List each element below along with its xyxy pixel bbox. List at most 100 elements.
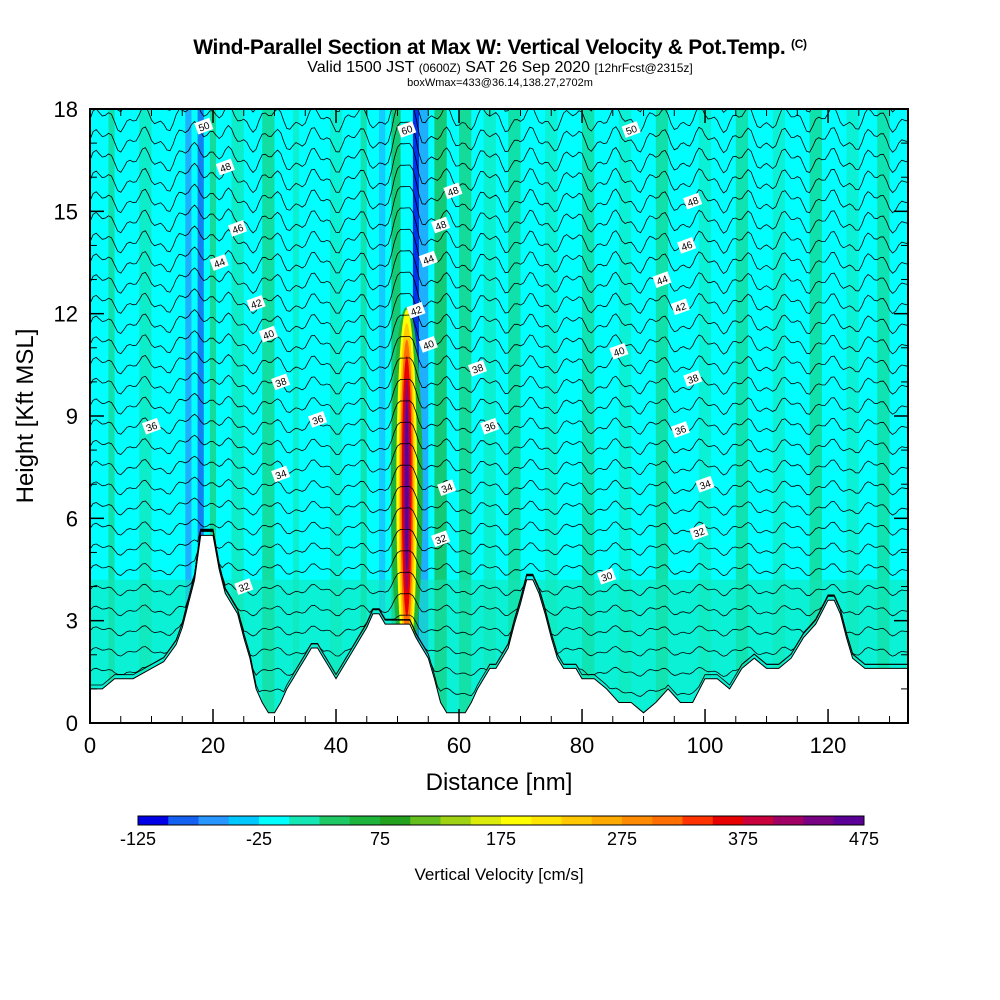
velocity-band <box>231 109 244 723</box>
contour-label-text: 38 <box>471 362 486 376</box>
contour-label-text: 60 <box>400 124 415 138</box>
contour-label: 32 <box>689 523 709 541</box>
isentrope-line <box>90 121 908 174</box>
colorbar-swatch <box>773 816 804 825</box>
contour-label-text: 34 <box>698 478 713 492</box>
velocity-band <box>209 109 217 723</box>
contour-label: 46 <box>228 220 248 237</box>
contour-label-text: 48 <box>434 219 449 233</box>
colorbar-frame <box>137 815 865 826</box>
contour-label: 30 <box>597 567 617 585</box>
isentrope-line <box>90 336 908 375</box>
isentrope-line <box>90 293 908 335</box>
valid-zulu: (0600Z) <box>418 61 461 75</box>
colorbar-swatch <box>743 816 774 825</box>
isentrope-line <box>90 486 908 516</box>
isentrope-line <box>90 400 908 436</box>
contour-label: 38 <box>271 373 291 390</box>
y-tick-label: 6 <box>66 506 78 531</box>
contour-label-box <box>621 121 641 138</box>
contour-label-box <box>652 271 672 288</box>
colorbar-swatch <box>531 816 562 825</box>
x-tick-label: 80 <box>570 733 594 758</box>
chart-title: Wind-Parallel Section at Max W: Vertical… <box>0 36 1000 60</box>
velocity-band <box>459 109 472 723</box>
colorbar-swatch <box>470 816 502 825</box>
contour-label-box <box>215 158 235 176</box>
copyright-mark: (C) <box>791 37 807 51</box>
contour-label-text: 44 <box>655 274 670 288</box>
contour-label-text: 48 <box>686 195 701 209</box>
colorbar-swatch <box>652 816 683 825</box>
contour-label: 40 <box>258 325 278 343</box>
velocity-band <box>419 109 429 723</box>
x-tick-label: 20 <box>201 733 225 758</box>
colorbar-tick-label: 75 <box>370 829 390 849</box>
contour-label-box <box>670 298 690 316</box>
colorbar-swatch <box>440 816 472 825</box>
contour-label: 50 <box>621 121 641 138</box>
contour-label-box <box>467 359 488 377</box>
contour-label: 32 <box>234 578 254 595</box>
colorbar-swatch <box>833 816 865 825</box>
isentrope-line <box>90 507 908 536</box>
contour-label: 48 <box>431 216 451 233</box>
contour-label-text: 46 <box>680 240 695 254</box>
contour-label: 50 <box>194 117 214 135</box>
velocity-band <box>846 109 859 723</box>
contour-label: 34 <box>271 465 291 483</box>
contour-label-box <box>209 254 229 271</box>
isentrope-line <box>90 529 908 597</box>
updraft-contour <box>404 396 409 571</box>
x-tick-label: 60 <box>447 733 471 758</box>
contour-label-box <box>141 417 162 435</box>
contour-label-box <box>271 465 291 483</box>
contour-label-box <box>689 523 709 541</box>
contour-label-box <box>670 421 690 438</box>
velocity-band <box>483 109 496 723</box>
contour-label-box <box>609 342 629 360</box>
valid-prefix: Valid 1500 JST <box>307 59 415 76</box>
isentrope-line <box>90 357 908 395</box>
contour-label: 44 <box>652 271 672 288</box>
velocity-band <box>735 109 749 723</box>
colorbar-swatch <box>289 816 320 825</box>
contour-label-box <box>683 192 703 210</box>
y-tick-label: 9 <box>66 404 78 429</box>
contour-label-box <box>308 411 328 428</box>
y-tick-label: 3 <box>66 609 78 634</box>
isentrope-line <box>90 186 908 234</box>
isentrope-line <box>90 421 908 456</box>
contour-labels: 50 60 50 48 48 48 48 46 46 44 44 44 42 42 42 40 40 40 38 38… <box>141 117 715 595</box>
contour-label: 36 <box>308 411 328 428</box>
contour-label-box <box>397 121 417 138</box>
contour-label-box <box>246 295 266 312</box>
contour-label-box <box>418 250 438 268</box>
contour-label: 42 <box>406 301 426 319</box>
contour-label: 36 <box>670 421 690 438</box>
contour-label-box <box>406 301 426 319</box>
isentrope-line <box>90 271 908 315</box>
isentrope-line <box>116 109 897 113</box>
colorbar-tick-label: 175 <box>486 829 516 849</box>
x-axis-label: Distance [nm] <box>426 769 573 796</box>
contour-label: 42 <box>246 295 266 312</box>
y-tick-label: 15 <box>54 199 78 224</box>
isentrope-line <box>90 109 908 154</box>
valid-date: SAT 26 Sep 2020 <box>465 59 591 76</box>
colorbar-tick-label: -125 <box>120 829 156 849</box>
isentrope-line <box>90 529 908 617</box>
contour-label: 38 <box>467 359 488 377</box>
velocity-band <box>139 109 152 723</box>
contour-label-text: 40 <box>262 328 277 342</box>
contour-label: 44 <box>209 254 229 271</box>
colorbar-swatch <box>501 816 532 825</box>
contour-label: 42 <box>670 298 690 316</box>
velocity-band <box>185 109 192 723</box>
colorbar-tick-label: 475 <box>849 829 879 849</box>
updraft-core <box>390 306 423 672</box>
velocity-band <box>197 109 204 723</box>
isentrope-line <box>90 443 908 476</box>
contour-label-box <box>194 117 214 135</box>
